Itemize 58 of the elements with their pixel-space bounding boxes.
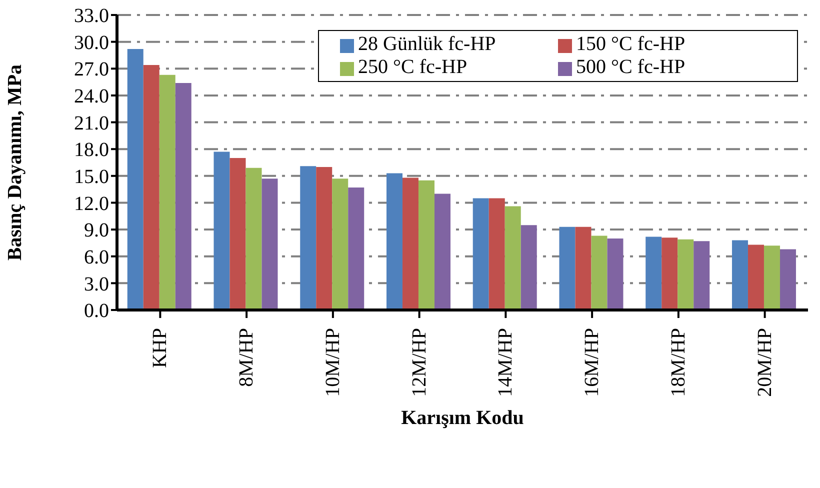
y-tick-label: 6.0	[84, 246, 109, 268]
y-tick-label: 27.0	[74, 58, 109, 81]
bar	[143, 65, 160, 310]
bar	[678, 239, 694, 310]
legend-label: 150 °C fc-HP	[576, 33, 686, 56]
x-tick-label: 18M/HP	[667, 328, 690, 397]
bar	[402, 178, 418, 310]
bar	[520, 225, 537, 310]
y-axis-title: Basınç Dayanımı, MPa	[4, 64, 26, 261]
y-tick-label: 21.0	[74, 112, 109, 134]
y-tick-label: 30.0	[74, 32, 109, 54]
x-tick-label: 20M/HP	[754, 328, 776, 397]
legend-label: 28 Günlük fc-HP	[358, 33, 497, 56]
bar	[348, 188, 364, 310]
bar	[316, 166, 332, 310]
bar	[575, 226, 592, 310]
bar	[607, 238, 624, 310]
bar	[246, 168, 262, 310]
y-tick-label: 3.0	[84, 273, 109, 296]
bar	[488, 198, 505, 310]
bar	[159, 74, 176, 310]
x-tick-label: 12M/HP	[408, 328, 430, 397]
x-tick-label: 10M/HP	[322, 328, 344, 397]
y-tick-label: 24.0	[74, 86, 109, 108]
bar	[262, 178, 278, 310]
x-tick-label: 16M/HP	[581, 328, 604, 397]
y-tick-label: 33.0	[74, 5, 109, 28]
bar	[214, 152, 230, 310]
bar	[559, 226, 576, 310]
bar	[472, 198, 489, 310]
bar	[504, 206, 521, 310]
bar	[386, 173, 402, 310]
x-tick-label: KHP	[149, 328, 172, 368]
bar	[748, 244, 764, 310]
y-tick-label: 9.0	[84, 220, 109, 242]
bar	[418, 180, 434, 310]
bar	[591, 236, 608, 310]
bar	[780, 249, 796, 310]
bar	[694, 241, 710, 310]
bar	[230, 158, 246, 310]
legend-label: 500 °C fc-HP	[576, 56, 686, 79]
y-tick-label: 12.0	[74, 192, 109, 215]
bar	[732, 240, 748, 310]
bar	[175, 82, 192, 310]
x-axis-title: Karışım Kodu	[401, 407, 524, 429]
bar	[662, 238, 678, 310]
y-tick-label: 0.0	[84, 300, 109, 322]
bar	[300, 166, 316, 310]
y-tick-label: 18.0	[74, 139, 109, 162]
y-tick-label: 15.0	[74, 166, 109, 188]
bar	[764, 246, 780, 310]
bar	[127, 48, 144, 310]
x-tick-label: 8M/HP	[236, 328, 258, 387]
legend-label: 250 °C fc-HP	[358, 56, 468, 79]
bar	[434, 194, 450, 310]
bar	[646, 236, 662, 310]
x-tick-label: 14M/HP	[494, 328, 517, 397]
bar	[332, 178, 348, 310]
